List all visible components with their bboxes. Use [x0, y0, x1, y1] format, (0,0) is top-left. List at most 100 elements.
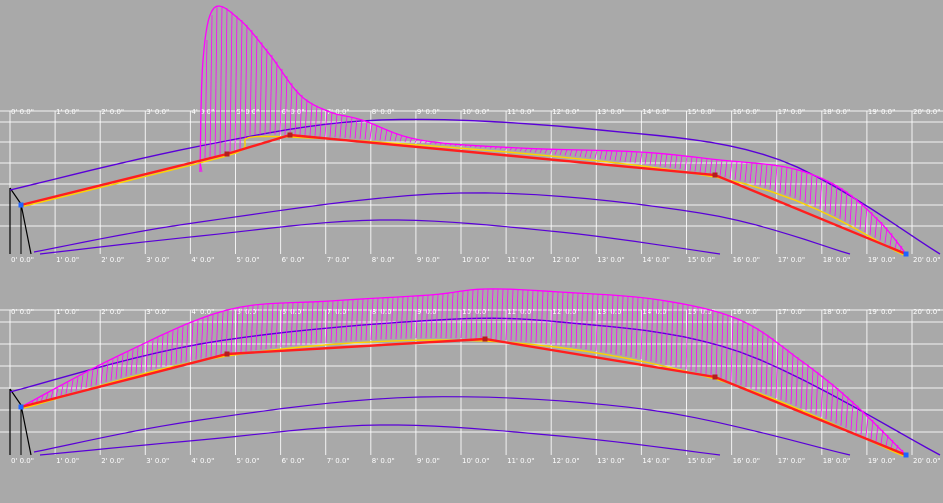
reference-curve-lowest	[39, 219, 721, 255]
tick-label: 16' 0.0"	[733, 457, 760, 465]
comb-tooth	[845, 396, 849, 428]
comb-tooth	[599, 150, 603, 160]
tick-label: 9' 0.0"	[417, 457, 440, 465]
comb-tooth	[515, 289, 519, 342]
comb-tooth	[720, 313, 724, 379]
tick-label: 16' 0.0"	[733, 256, 760, 264]
comb-tooth	[95, 366, 99, 385]
tick-label: 2' 0.0"	[101, 308, 124, 316]
comb-tooth	[150, 340, 154, 370]
endpoint-handle[interactable]	[903, 251, 909, 257]
tick-label: 12' 0.0"	[552, 457, 579, 465]
comb-tooth	[350, 299, 354, 342]
comb-tooth	[685, 304, 689, 370]
comb-tooth	[775, 341, 779, 398]
comb-tooth	[70, 379, 74, 393]
comb-tooth	[170, 330, 174, 365]
comb-tooth	[779, 166, 783, 193]
comb-tooth	[295, 302, 299, 346]
comb-tooth	[690, 305, 694, 371]
control-point-handle[interactable]	[712, 172, 718, 178]
comb-tooth	[455, 291, 459, 339]
tick-label: 2' 0.0"	[101, 457, 124, 465]
tick-label: 1' 0.0"	[56, 308, 79, 316]
comb-tooth	[815, 371, 819, 415]
comb-tooth	[899, 245, 903, 252]
comb-tooth	[465, 290, 469, 339]
endpoint-handle[interactable]	[18, 202, 24, 208]
tick-label: 10' 0.0"	[462, 308, 489, 316]
control-point-handle[interactable]	[224, 151, 230, 157]
comb-tooth	[115, 356, 119, 380]
tick-label: 7' 0.0"	[327, 457, 350, 465]
comb-tooth	[60, 385, 64, 396]
comb-tooth	[650, 298, 654, 362]
tick-label: 11' 0.0"	[507, 256, 534, 264]
reference-curve	[9, 118, 941, 255]
comb-tooth	[764, 164, 768, 188]
bottom-curve-panel[interactable]: 0' 0.0" 1' 0.0" 2' 0.0" 3' 0.0" 4' 0.0" 5' 0.…	[0, 288, 943, 465]
comb-tooth	[560, 292, 564, 346]
comb-tooth	[80, 374, 84, 390]
control-point-handle[interactable]	[712, 374, 718, 380]
comb-tooth	[665, 300, 669, 365]
comb-tooth	[284, 76, 288, 135]
comb-tooth	[349, 116, 353, 139]
comb-tooth	[819, 177, 823, 209]
tick-label: 10' 0.0"	[462, 256, 489, 264]
tick-label: 4' 0.0"	[191, 457, 214, 465]
comb-tooth	[825, 379, 829, 419]
comb-tooth	[850, 400, 854, 431]
top-curve-panel[interactable]: 0' 0.0" 1' 0.0" 2' 0.0" 3' 0.0" 4' 0.0" 5' 0.…	[0, 5, 943, 264]
comb-tooth	[90, 369, 94, 387]
control-point-handle[interactable]	[482, 336, 488, 342]
endpoint-handle[interactable]	[903, 452, 909, 458]
comb-tooth	[435, 294, 439, 339]
comb-tooth	[769, 164, 773, 190]
tick-label: 3' 0.0"	[146, 256, 169, 264]
tick-label: 10' 0.0"	[462, 108, 489, 116]
comb-tooth	[795, 356, 799, 407]
comb-tooth	[204, 40, 208, 160]
tick-label: 4' 0.0"	[191, 308, 214, 316]
comb-tooth	[525, 289, 529, 342]
comb-tooth	[710, 310, 714, 376]
control-point-handle[interactable]	[224, 351, 230, 357]
tick-label: 5' 0.0"	[237, 256, 260, 264]
comb-tooth	[325, 301, 329, 343]
comb-tooth	[190, 322, 194, 361]
comb-tooth	[550, 291, 554, 345]
comb-tooth	[305, 302, 309, 345]
control-point-handle[interactable]	[287, 132, 293, 138]
comb-tooth	[624, 151, 628, 163]
comb-tooth	[135, 347, 139, 374]
comb-tooth	[640, 297, 644, 360]
comb-tooth	[760, 331, 764, 393]
tick-label: 19' 0.0"	[868, 256, 895, 264]
tick-label: 19' 0.0"	[868, 308, 895, 316]
comb-tooth	[699, 157, 703, 173]
comb-tooth	[789, 167, 793, 197]
comb-tooth	[544, 148, 548, 154]
comb-tooth	[520, 289, 524, 342]
comb-tooth	[620, 295, 624, 356]
comb-tooth	[810, 368, 814, 413]
tick-label: 3' 0.0"	[146, 457, 169, 465]
tick-label: 20' 0.0"	[913, 457, 940, 465]
main-curve[interactable]	[20, 133, 907, 256]
comb-tooth	[289, 83, 293, 136]
comb-tooth	[714, 159, 718, 176]
endpoint-handle[interactable]	[18, 404, 24, 410]
tick-label: 6' 0.0"	[282, 256, 305, 264]
tick-label: 12' 0.0"	[552, 256, 579, 264]
comb-tooth	[660, 300, 664, 364]
comb-tooth	[684, 155, 688, 170]
comb-tooth	[565, 292, 569, 347]
comb-tooth	[729, 160, 733, 179]
comb-tooth	[324, 109, 328, 137]
comb-tooth	[359, 119, 363, 139]
comb-tooth	[580, 293, 584, 349]
comb-tooth	[849, 194, 853, 224]
comb-tooth	[549, 149, 553, 155]
